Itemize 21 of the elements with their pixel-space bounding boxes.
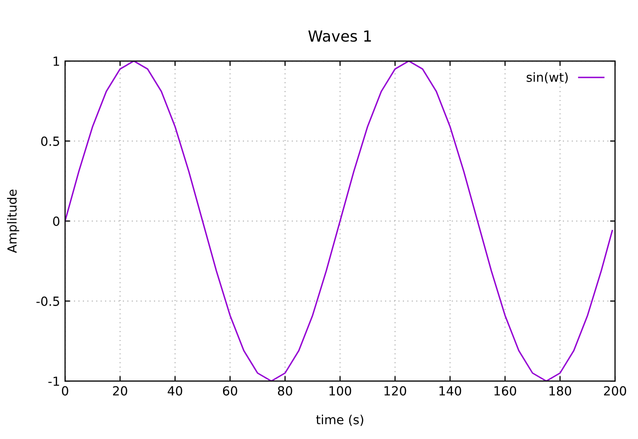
x-tick-label: 20 [113,386,128,396]
x-tick-label: 0 [62,386,68,396]
x-tick-label: 160 [494,386,516,396]
y-tick-label: 0 [53,216,60,226]
x-tick-label: 100 [329,386,352,396]
x-tick-label: 80 [278,386,292,396]
y-tick-label: 0.5 [41,136,60,146]
x-axis-title: time (s) [316,414,364,426]
line-series [65,61,613,382]
x-tick-label: 120 [384,386,406,396]
chart-title: Waves 1 [308,30,371,42]
y-tick-label: 1 [54,56,60,66]
y-tick-label: -1 [48,376,60,386]
x-tick-label: 140 [439,386,462,396]
x-tick-label: 180 [549,386,572,396]
y-axis-title: Amplitude [7,190,20,253]
x-tick-label: 200 [604,386,626,396]
x-tick-label: 40 [168,386,182,396]
x-tick-label: 60 [222,386,238,396]
y-tick-label: -0.5 [36,296,60,306]
legend-label: sin(wt) [526,72,568,84]
